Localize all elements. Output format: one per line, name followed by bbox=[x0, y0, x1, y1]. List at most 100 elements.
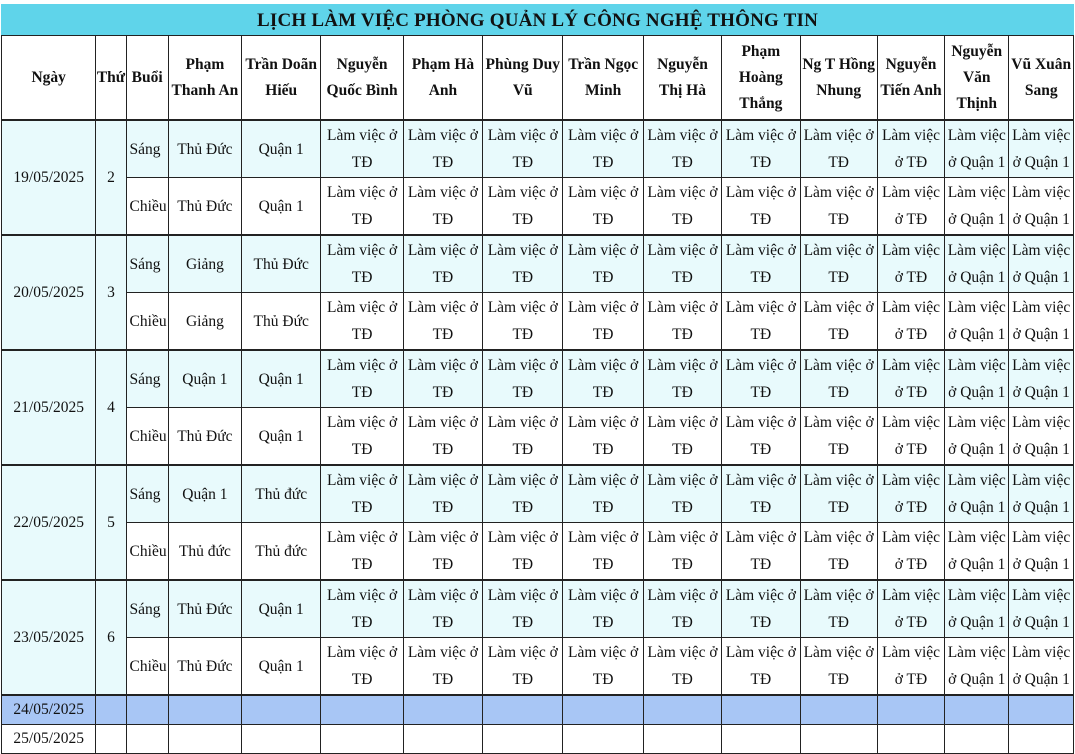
assignment-cell[interactable]: Làm việc ở TĐ bbox=[876, 407, 946, 466]
assignment-cell[interactable]: Quận 1 bbox=[241, 637, 322, 696]
assignment-cell[interactable]: Làm việc ở TĐ bbox=[320, 177, 404, 236]
column-header-nguyen-van-thinh[interactable]: Nguyễn Văn Thịnh bbox=[944, 35, 1010, 121]
assignment-cell[interactable]: Làm việc ở TĐ bbox=[876, 349, 946, 408]
assignment-cell[interactable]: Làm việc ở TĐ bbox=[799, 119, 878, 178]
assignment-cell[interactable]: Làm việc ở TĐ bbox=[402, 292, 484, 351]
assignment-cell[interactable]: Làm việc ở TĐ bbox=[721, 637, 801, 696]
assignment-cell[interactable]: Làm việc ở TĐ bbox=[876, 177, 946, 236]
assignment-cell[interactable]: Làm việc ở Quận 1 bbox=[944, 177, 1010, 236]
assignment-cell[interactable]: Làm việc ở TĐ bbox=[482, 119, 564, 178]
assignment-cell[interactable]: Làm việc ở TĐ bbox=[876, 637, 946, 696]
assignment-cell[interactable]: Làm việc ở TĐ bbox=[482, 579, 564, 638]
assignment-cell[interactable]: Làm việc ở TĐ bbox=[876, 119, 946, 178]
assignment-cell[interactable]: Thủ Đức bbox=[241, 292, 322, 351]
assignment-cell[interactable]: Làm việc ở TĐ bbox=[721, 464, 801, 523]
empty-cell[interactable] bbox=[125, 694, 169, 725]
assignment-cell[interactable]: Giảng bbox=[167, 292, 243, 351]
assignment-cell[interactable]: Làm việc ở Quận 1 bbox=[1008, 407, 1074, 466]
empty-cell[interactable] bbox=[320, 724, 404, 754]
column-header-ng-t-hong-nhung[interactable]: Ng T Hồng Nhung bbox=[799, 35, 878, 121]
assignment-cell[interactable]: Làm việc ở Quận 1 bbox=[944, 407, 1010, 466]
assignment-cell[interactable]: Làm việc ở TĐ bbox=[721, 349, 801, 408]
column-header-pham-thanh-an[interactable]: Phạm Thanh An bbox=[167, 35, 243, 121]
assignment-cell[interactable]: Làm việc ở Quận 1 bbox=[1008, 637, 1074, 696]
assignment-cell[interactable]: Làm việc ở TĐ bbox=[402, 234, 484, 293]
assignment-cell[interactable]: Làm việc ở TĐ bbox=[402, 522, 484, 581]
empty-cell[interactable] bbox=[799, 694, 878, 725]
assignment-cell[interactable]: Quận 1 bbox=[241, 119, 322, 178]
assignment-cell[interactable]: Thủ đức bbox=[241, 464, 322, 523]
assignment-cell[interactable]: Thủ đức bbox=[167, 522, 243, 581]
empty-cell[interactable] bbox=[721, 694, 801, 725]
empty-cell[interactable] bbox=[95, 694, 127, 725]
assignment-cell[interactable]: Làm việc ở TĐ bbox=[876, 464, 946, 523]
assignment-cell[interactable]: Làm việc ở Quận 1 bbox=[944, 522, 1010, 581]
assignment-cell[interactable]: Làm việc ở TĐ bbox=[402, 407, 484, 466]
assignment-cell[interactable]: Làm việc ở Quận 1 bbox=[1008, 522, 1074, 581]
assignment-cell[interactable]: Thủ Đức bbox=[167, 637, 243, 696]
assignment-cell[interactable]: Làm việc ở TĐ bbox=[799, 522, 878, 581]
date-cell[interactable]: 23/05/2025 bbox=[0, 579, 97, 696]
date-cell[interactable]: 20/05/2025 bbox=[0, 234, 97, 351]
assignment-cell[interactable]: Làm việc ở TĐ bbox=[562, 579, 644, 638]
column-header-phung-duy-vu[interactable]: Phùng Duy Vũ bbox=[482, 35, 564, 121]
column-header-pham-hoang-thang[interactable]: Phạm Hoàng Thắng bbox=[721, 35, 801, 121]
assignment-cell[interactable]: Làm việc ở TĐ bbox=[562, 464, 644, 523]
assignment-cell[interactable]: Làm việc ở TĐ bbox=[876, 234, 946, 293]
assignment-cell[interactable]: Làm việc ở TĐ bbox=[562, 349, 644, 408]
assignment-cell[interactable]: Quận 1 bbox=[167, 464, 243, 523]
assignment-cell[interactable]: Thủ Đức bbox=[167, 177, 243, 236]
assignment-cell[interactable]: Làm việc ở TĐ bbox=[482, 292, 564, 351]
assignment-cell[interactable]: Thủ đức bbox=[241, 522, 322, 581]
assignment-cell[interactable]: Làm việc ở TĐ bbox=[482, 464, 564, 523]
empty-cell[interactable] bbox=[241, 724, 322, 754]
weekday-cell[interactable]: 6 bbox=[95, 579, 127, 696]
column-header-ngay[interactable]: Ngày bbox=[0, 35, 97, 121]
assignment-cell[interactable]: Làm việc ở TĐ bbox=[562, 292, 644, 351]
assignment-cell[interactable]: Làm việc ở TĐ bbox=[320, 522, 404, 581]
assignment-cell[interactable]: Làm việc ở TĐ bbox=[799, 234, 878, 293]
assignment-cell[interactable]: Quận 1 bbox=[167, 349, 243, 408]
assignment-cell[interactable]: Làm việc ở TĐ bbox=[482, 177, 564, 236]
assignment-cell[interactable]: Làm việc ở TĐ bbox=[721, 579, 801, 638]
empty-cell[interactable] bbox=[320, 694, 404, 725]
assignment-cell[interactable]: Làm việc ở TĐ bbox=[876, 522, 946, 581]
empty-cell[interactable] bbox=[402, 694, 484, 725]
assignment-cell[interactable]: Làm việc ở TĐ bbox=[482, 522, 564, 581]
assignment-cell[interactable]: Làm việc ở Quận 1 bbox=[944, 637, 1010, 696]
assignment-cell[interactable]: Làm việc ở Quận 1 bbox=[944, 579, 1010, 638]
assignment-cell[interactable]: Làm việc ở Quận 1 bbox=[1008, 234, 1074, 293]
assignment-cell[interactable]: Làm việc ở TĐ bbox=[562, 522, 644, 581]
assignment-cell[interactable]: Làm việc ở TĐ bbox=[562, 407, 644, 466]
assignment-cell[interactable]: Giảng bbox=[167, 234, 243, 293]
assignment-cell[interactable]: Làm việc ở TĐ bbox=[402, 177, 484, 236]
assignment-cell[interactable]: Thủ Đức bbox=[167, 119, 243, 178]
column-header-nguyen-tien-anh[interactable]: Nguyễn Tiến Anh bbox=[876, 35, 946, 121]
assignment-cell[interactable]: Làm việc ở TĐ bbox=[799, 349, 878, 408]
date-cell[interactable]: 24/05/2025 bbox=[0, 694, 97, 725]
empty-cell[interactable] bbox=[562, 724, 644, 754]
assignment-cell[interactable]: Làm việc ở Quận 1 bbox=[944, 464, 1010, 523]
empty-cell[interactable] bbox=[642, 694, 723, 725]
assignment-cell[interactable]: Làm việc ở TĐ bbox=[721, 407, 801, 466]
assignment-cell[interactable]: Làm việc ở TĐ bbox=[482, 234, 564, 293]
assignment-cell[interactable]: Làm việc ở TĐ bbox=[320, 234, 404, 293]
assignment-cell[interactable]: Làm việc ở TĐ bbox=[642, 292, 723, 351]
assignment-cell[interactable]: Làm việc ở TĐ bbox=[799, 637, 878, 696]
session-cell[interactable]: Chiều bbox=[125, 637, 169, 696]
assignment-cell[interactable]: Làm việc ở Quận 1 bbox=[944, 292, 1010, 351]
assignment-cell[interactable]: Làm việc ở TĐ bbox=[642, 349, 723, 408]
assignment-cell[interactable]: Làm việc ở TĐ bbox=[562, 177, 644, 236]
empty-cell[interactable] bbox=[167, 724, 243, 754]
empty-cell[interactable] bbox=[642, 724, 723, 754]
assignment-cell[interactable]: Làm việc ở TĐ bbox=[642, 119, 723, 178]
empty-cell[interactable] bbox=[241, 694, 322, 725]
assignment-cell[interactable]: Làm việc ở TĐ bbox=[876, 292, 946, 351]
empty-cell[interactable] bbox=[1008, 724, 1074, 754]
assignment-cell[interactable]: Làm việc ở TĐ bbox=[402, 464, 484, 523]
assignment-cell[interactable]: Làm việc ở TĐ bbox=[799, 292, 878, 351]
session-cell[interactable]: Sáng bbox=[125, 234, 169, 293]
assignment-cell[interactable]: Làm việc ở TĐ bbox=[721, 522, 801, 581]
assignment-cell[interactable]: Làm việc ở TĐ bbox=[562, 119, 644, 178]
column-header-thu[interactable]: Thứ bbox=[95, 35, 127, 121]
